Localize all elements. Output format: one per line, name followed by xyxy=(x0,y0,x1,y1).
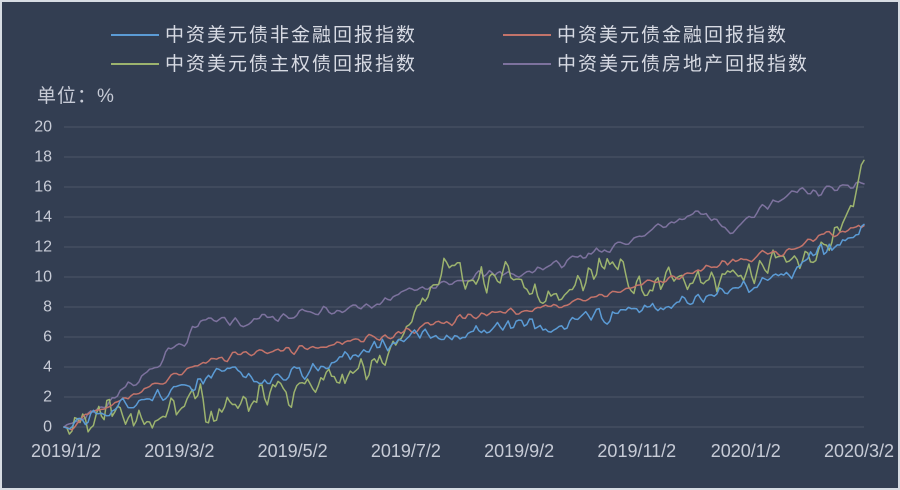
svg-text:12: 12 xyxy=(34,239,52,256)
svg-text:16: 16 xyxy=(34,179,52,196)
svg-text:中资美元债房地产回报指数: 中资美元债房地产回报指数 xyxy=(557,53,809,75)
svg-text:8: 8 xyxy=(43,299,52,316)
svg-text:0: 0 xyxy=(43,419,52,436)
svg-text:中资美元债主权债回报指数: 中资美元债主权债回报指数 xyxy=(165,53,417,75)
svg-text:18: 18 xyxy=(34,149,52,166)
svg-text:20: 20 xyxy=(34,119,52,136)
svg-text:2019/5/2: 2019/5/2 xyxy=(258,441,328,461)
svg-text:单位：%: 单位：% xyxy=(37,85,115,107)
svg-text:2019/9/2: 2019/9/2 xyxy=(484,441,554,461)
svg-text:2019/11/2: 2019/11/2 xyxy=(597,441,676,461)
svg-text:中资美元债非金融回报指数: 中资美元债非金融回报指数 xyxy=(165,24,417,46)
svg-text:10: 10 xyxy=(34,269,52,286)
svg-text:2020/3/2: 2020/3/2 xyxy=(824,441,894,461)
svg-text:2019/1/2: 2019/1/2 xyxy=(31,441,101,461)
svg-text:4: 4 xyxy=(43,359,52,376)
svg-text:14: 14 xyxy=(34,209,52,226)
svg-text:2020/1/2: 2020/1/2 xyxy=(711,441,781,461)
svg-text:2019/7/2: 2019/7/2 xyxy=(371,441,441,461)
svg-text:6: 6 xyxy=(43,329,52,346)
svg-text:2019/3/2: 2019/3/2 xyxy=(144,441,214,461)
svg-text:2: 2 xyxy=(43,389,52,406)
svg-text:中资美元债金融回报指数: 中资美元债金融回报指数 xyxy=(557,24,788,46)
